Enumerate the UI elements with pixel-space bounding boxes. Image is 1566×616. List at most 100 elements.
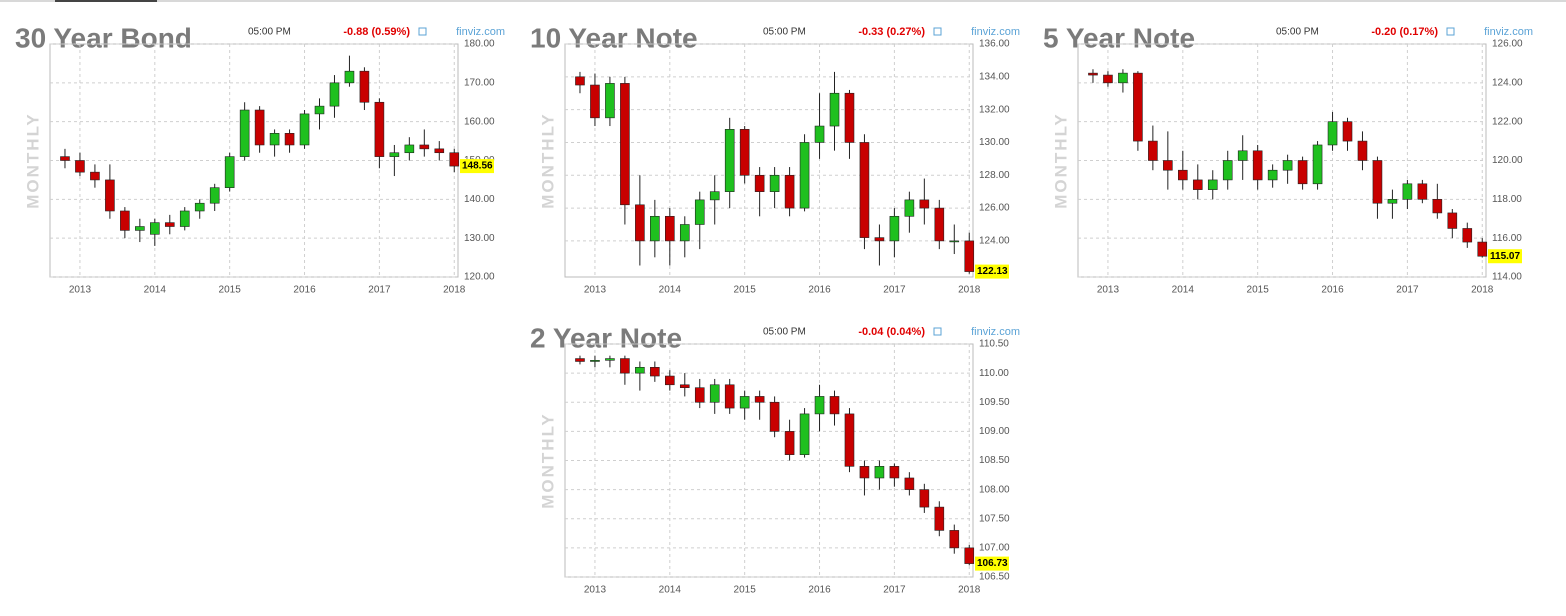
y-tick-label: 114.00 (1492, 272, 1522, 283)
y-tick-label: 132.00 (979, 104, 1010, 115)
candle-body (1133, 72, 1143, 142)
candle-body (844, 92, 855, 143)
candle-body (739, 396, 750, 409)
candle-body (635, 204, 645, 242)
y-tick-label: 124.00 (979, 236, 1010, 247)
candle-body (1372, 160, 1383, 204)
candle-body (1267, 169, 1278, 181)
candle-body (904, 199, 915, 217)
y-tick-label: 109.00 (979, 426, 1010, 437)
candle-body (620, 358, 630, 374)
candle-body (769, 174, 780, 192)
candle-body (620, 83, 630, 206)
x-tick-label: 2016 (293, 285, 316, 296)
candle-body (814, 125, 825, 143)
chart-panel: 30 Year Bond 05:00 PM -0.88 (0.59%) finviz.… (15, 22, 505, 295)
candle-body (120, 210, 130, 231)
candle-body (404, 144, 415, 154)
last-price: 106.73 (977, 558, 1008, 569)
y-tick-label: 108.50 (979, 455, 1010, 466)
candle-body (1387, 199, 1398, 204)
chart-panel: 2 Year Note 05:00 PM -0.04 (0.04%) finviz.c… (530, 322, 1020, 595)
candle-body (829, 396, 840, 415)
candle-body (665, 215, 675, 242)
chart-panel: 10 Year Note 05:00 PM -0.33 (0.27%) finviz.… (530, 22, 1020, 295)
candle-body (724, 384, 735, 409)
x-tick-label: 2014 (1172, 285, 1195, 296)
top-bar (0, 0, 1566, 2)
candle-body (419, 144, 430, 150)
candle-body (1222, 160, 1233, 181)
price-change: -0.33 (0.27%) (858, 26, 925, 38)
candle-body (1477, 241, 1488, 257)
x-tick-label: 2018 (1471, 285, 1494, 296)
candle-body (1417, 183, 1428, 200)
candle-body (679, 224, 690, 242)
candle-body (694, 387, 705, 403)
candle-body (449, 152, 460, 167)
candle-body (1237, 150, 1248, 161)
y-tick-label: 126.00 (979, 203, 1010, 214)
candle-body (709, 384, 720, 403)
x-tick-label: 2013 (69, 285, 92, 296)
candle-body (105, 179, 115, 212)
candle-body (1118, 72, 1128, 84)
x-tick-label: 2013 (584, 585, 607, 596)
y-tick-label: 109.50 (979, 397, 1010, 408)
x-tick-label: 2016 (808, 285, 831, 296)
candle-body (1447, 212, 1458, 229)
timeframe: MONTHLY (538, 112, 557, 209)
candle-body (829, 92, 840, 127)
timeframe: MONTHLY (538, 412, 557, 509)
candle-body (90, 171, 100, 181)
candle-body (1432, 199, 1443, 214)
x-tick-label: 2015 (734, 585, 757, 596)
candle-body (359, 70, 370, 103)
candle-body (209, 187, 220, 204)
candle-body (605, 83, 615, 119)
source-icon (418, 27, 427, 36)
timeframe: MONTHLY (23, 112, 42, 209)
candle-body (254, 109, 265, 146)
candle-body (904, 477, 915, 490)
candle-body (754, 174, 765, 192)
candle-body (1178, 169, 1188, 181)
candle-body (1297, 160, 1308, 185)
y-tick-label: 130.00 (979, 137, 1010, 148)
last-price-tag (975, 264, 1009, 279)
candle-body (949, 530, 960, 549)
candle-body (1462, 228, 1473, 243)
timestamp: 05:00 PM (1276, 27, 1319, 38)
candle-body (590, 84, 600, 119)
candle-body (179, 210, 190, 227)
source-link: finviz.com (456, 26, 505, 38)
y-tick-label: 128.00 (979, 170, 1010, 181)
price-change: -0.20 (0.17%) (1371, 26, 1438, 38)
candle-body (164, 222, 175, 227)
timestamp: 05:00 PM (763, 27, 806, 38)
last-price-tag (975, 556, 1009, 571)
y-tick-label: 170.00 (464, 77, 495, 88)
candle-body (194, 202, 205, 212)
candle-body (1252, 150, 1263, 181)
candle-body (150, 222, 160, 235)
candle-body (1312, 144, 1323, 185)
x-tick-label: 2017 (883, 585, 906, 596)
timestamp: 05:00 PM (763, 327, 806, 338)
x-tick-label: 2014 (659, 585, 682, 596)
candle-body (1103, 74, 1113, 84)
x-tick-label: 2016 (1321, 285, 1344, 296)
x-tick-label: 2015 (734, 285, 757, 296)
x-tick-label: 2016 (808, 585, 831, 596)
y-tick-label: 126.00 (1492, 39, 1523, 50)
candle-body (874, 466, 885, 479)
chart-title: 5 Year Note (1043, 22, 1195, 53)
last-price: 115.07 (1490, 251, 1520, 262)
candle-body (60, 156, 70, 161)
candle-body (784, 174, 795, 209)
candle-body (934, 506, 945, 531)
candle-body (799, 142, 810, 209)
active-tab (55, 0, 157, 2)
x-tick-label: 2013 (1097, 285, 1120, 296)
candle-body (874, 237, 885, 242)
